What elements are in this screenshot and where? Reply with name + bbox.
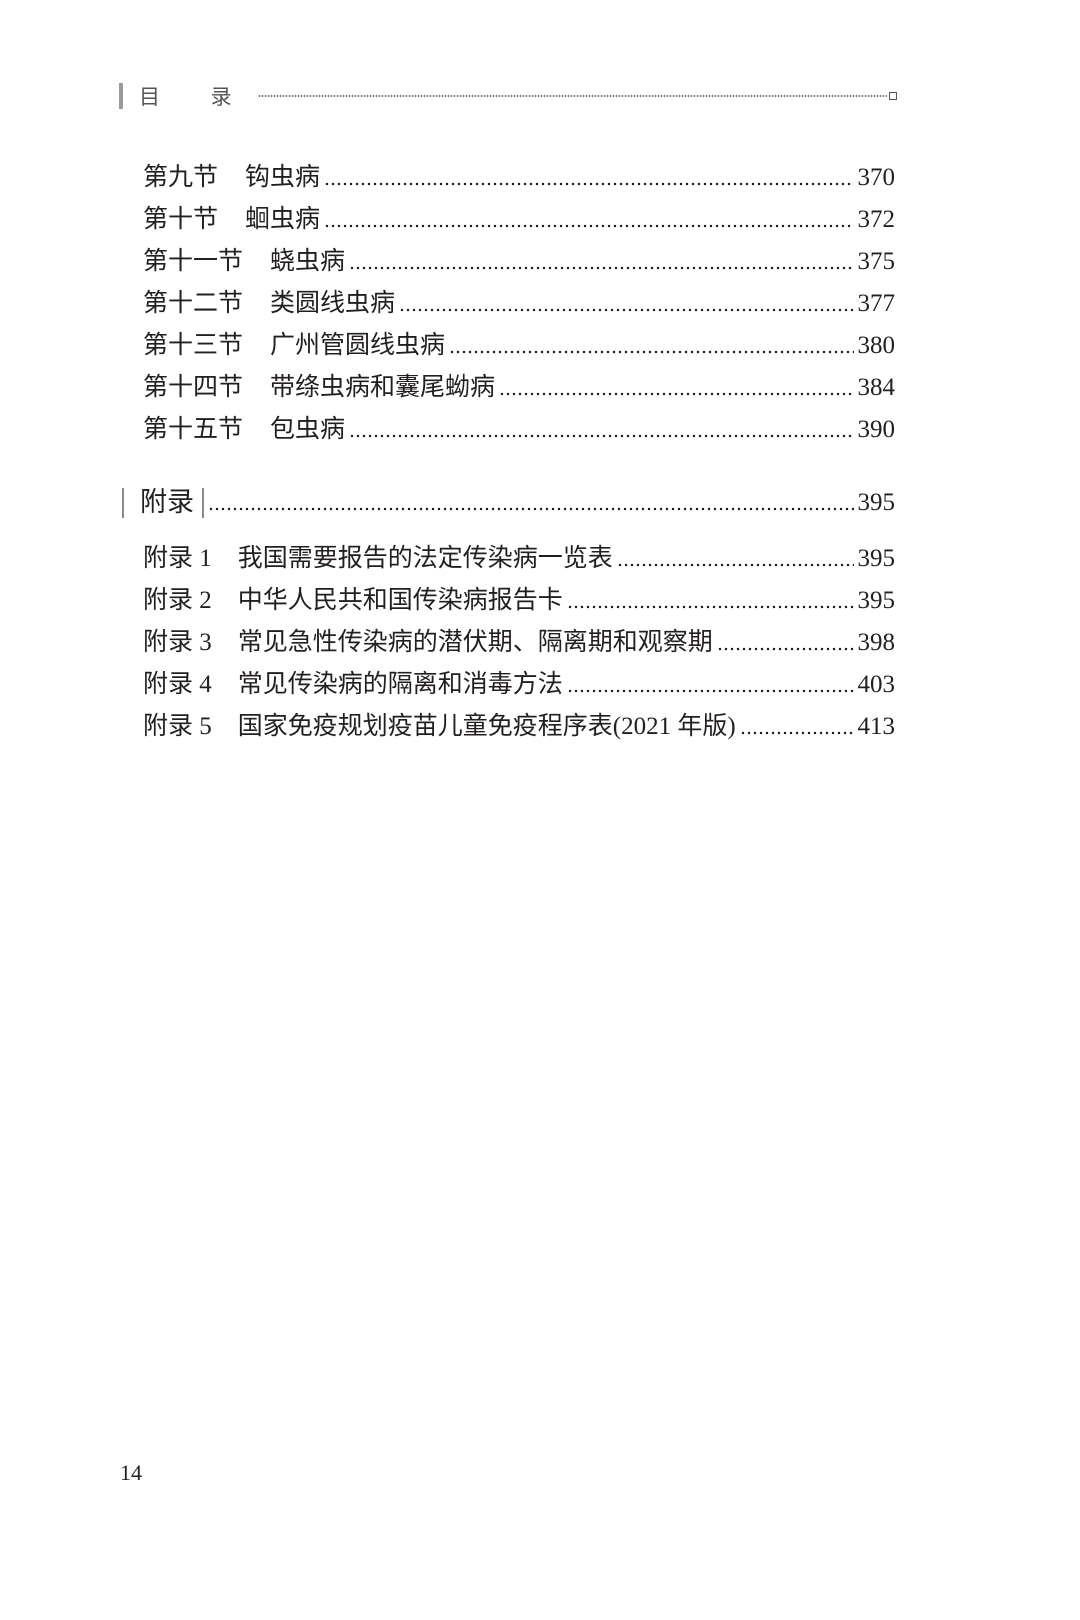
running-header: 目 录 xyxy=(119,82,897,110)
section-list: 第九节 钩虫病 370 第十节 蛔虫病 372 第十一节 蛲虫病 375 第十二节 类圆线虫病 377… xyxy=(143,157,895,451)
toc-entry[interactable]: 第十二节 类圆线虫病 377 xyxy=(143,283,895,325)
toc-entry[interactable]: 附录 4 常见传染病的隔离和消毒方法 403 xyxy=(143,664,895,706)
page-footer-number: 14 xyxy=(120,1460,142,1485)
leader-dots xyxy=(616,563,854,567)
entry-title: 包虫病 xyxy=(270,416,346,443)
toc-entry[interactable]: 第九节 钩虫病 370 xyxy=(143,157,895,199)
entry-label: 附录 2 xyxy=(143,587,212,614)
header-title: 目 录 xyxy=(139,85,254,109)
entry-label: 附录 3 xyxy=(143,629,212,656)
toc-entry[interactable]: 附录 5 国家免疫规划疫苗儿童免疫程序表(2021 年版) 413 xyxy=(143,706,895,748)
leader-dots xyxy=(324,182,854,186)
page-number: 403 xyxy=(857,671,896,698)
entry-title: 广州管圆线虫病 xyxy=(270,332,446,359)
page-number: 390 xyxy=(857,416,896,443)
entry-title: 常见传染病的隔离和消毒方法 xyxy=(237,671,563,698)
leader-dots xyxy=(349,266,854,270)
entry-title: 带绦虫病和囊尾蚴病 xyxy=(270,374,496,401)
entry-title: 类圆线虫病 xyxy=(270,290,396,317)
leader-dots xyxy=(566,689,854,693)
leader-dots xyxy=(324,224,854,228)
leader-dots xyxy=(566,605,854,609)
appendix-title: 附录 xyxy=(140,487,194,518)
toc-entry[interactable]: 第十三节 广州管圆线虫病 380 xyxy=(143,325,895,367)
appendix-bar-left xyxy=(122,488,124,518)
entry-label: 第十节 xyxy=(143,206,219,233)
entry-label: 第九节 xyxy=(143,164,219,191)
header-bar xyxy=(119,83,123,109)
header-end-mark xyxy=(889,92,897,100)
leader-dots xyxy=(399,308,854,312)
page-number: 372 xyxy=(857,206,896,233)
leader-dots xyxy=(739,731,854,735)
page-number: 384 xyxy=(857,374,896,401)
toc-entry[interactable]: 附录 3 常见急性传染病的潜伏期、隔离期和观察期 398 xyxy=(143,622,895,664)
appendix-list: 附录 1 我国需要报告的法定传染病一览表 395 附录 2 中华人民共和国传染病报告卡 3… xyxy=(143,538,895,748)
page-number: 380 xyxy=(857,332,896,359)
page-number: 370 xyxy=(857,164,896,191)
appendix-heading[interactable]: 附录 395 xyxy=(122,482,895,524)
entry-label: 第十一节 xyxy=(143,248,244,275)
entry-title: 我国需要报告的法定传染病一览表 xyxy=(237,545,613,572)
leader-dots xyxy=(716,647,854,651)
page-number: 413 xyxy=(857,713,896,740)
leader-dots xyxy=(208,507,854,511)
entry-label: 第十五节 xyxy=(143,416,244,443)
toc-entry[interactable]: 第十四节 带绦虫病和囊尾蚴病 384 xyxy=(143,367,895,409)
toc-entry[interactable]: 附录 2 中华人民共和国传染病报告卡 395 xyxy=(143,580,895,622)
entry-title: 中华人民共和国传染病报告卡 xyxy=(237,587,563,614)
entry-title: 蛲虫病 xyxy=(270,248,346,275)
entry-label: 第十四节 xyxy=(143,374,244,401)
entry-label: 附录 1 xyxy=(143,545,212,572)
toc-entry[interactable]: 附录 1 我国需要报告的法定传染病一览表 395 xyxy=(143,538,895,580)
entry-label: 第十二节 xyxy=(143,290,244,317)
page-number: 375 xyxy=(857,248,896,275)
entry-title: 蛔虫病 xyxy=(245,206,321,233)
page-number: 395 xyxy=(857,587,896,614)
toc-entry[interactable]: 第十一节 蛲虫病 375 xyxy=(143,241,895,283)
entry-label: 第十三节 xyxy=(143,332,244,359)
appendix-bar-right xyxy=(202,488,204,518)
entry-label: 附录 4 xyxy=(143,671,212,698)
page-number: 398 xyxy=(857,629,896,656)
page-number: 377 xyxy=(857,290,896,317)
leader-dots xyxy=(499,392,854,396)
entry-label: 附录 5 xyxy=(143,713,212,740)
toc-entry[interactable]: 第十五节 包虫病 390 xyxy=(143,409,895,451)
leader-dots xyxy=(349,434,854,438)
leader-dots xyxy=(449,350,854,354)
header-leader xyxy=(257,95,887,97)
toc-entry[interactable]: 第十节 蛔虫病 372 xyxy=(143,199,895,241)
page-number: 395 xyxy=(857,489,896,516)
entry-title: 国家免疫规划疫苗儿童免疫程序表(2021 年版) xyxy=(237,713,736,740)
page-number: 395 xyxy=(857,545,896,572)
entry-title: 常见急性传染病的潜伏期、隔离期和观察期 xyxy=(237,629,713,656)
entry-title: 钩虫病 xyxy=(245,164,321,191)
